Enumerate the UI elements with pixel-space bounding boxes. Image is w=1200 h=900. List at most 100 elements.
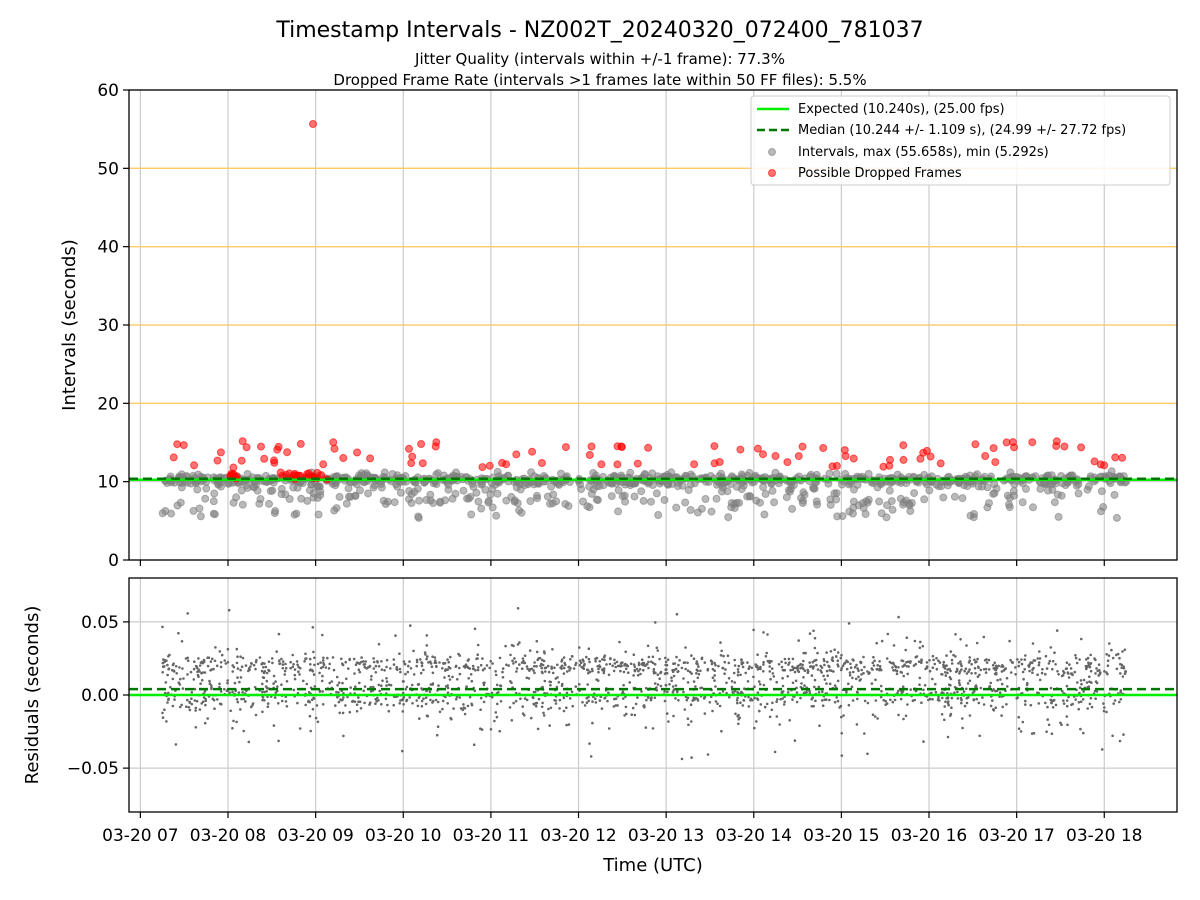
interval-point bbox=[309, 493, 318, 502]
legend-dropped-label: Possible Dropped Frames bbox=[798, 166, 962, 181]
residual-point bbox=[601, 658, 604, 661]
residual-point bbox=[383, 669, 386, 672]
residual-point bbox=[304, 657, 307, 660]
residual-point bbox=[653, 682, 657, 685]
residual-point bbox=[1082, 690, 1085, 693]
residual-point bbox=[280, 657, 283, 661]
dropped-frame-point bbox=[418, 459, 427, 468]
residual-point bbox=[925, 666, 929, 670]
residual-point bbox=[595, 678, 598, 681]
residual-point bbox=[219, 661, 223, 664]
residual-point bbox=[355, 709, 359, 713]
residual-point bbox=[762, 660, 765, 664]
residual-point bbox=[338, 711, 342, 715]
residual-point bbox=[992, 688, 995, 691]
residual-point bbox=[1001, 705, 1004, 709]
intervals-y-tick-label: 0 bbox=[108, 551, 119, 571]
interval-point bbox=[297, 494, 306, 503]
residual-point bbox=[1010, 661, 1014, 664]
residual-point bbox=[1111, 656, 1115, 660]
residual-point bbox=[626, 671, 630, 674]
residual-point bbox=[829, 650, 833, 653]
residual-point bbox=[211, 657, 214, 661]
residual-point bbox=[674, 684, 678, 687]
residual-point bbox=[903, 663, 906, 666]
residual-point bbox=[940, 713, 944, 716]
residual-point bbox=[418, 658, 422, 661]
interval-point bbox=[759, 483, 768, 492]
residual-point bbox=[909, 660, 912, 663]
interval-point bbox=[407, 499, 416, 507]
residual-point bbox=[753, 685, 756, 688]
residual-point bbox=[311, 707, 315, 711]
residual-point bbox=[756, 653, 759, 656]
residual-point bbox=[892, 669, 895, 672]
residual-point bbox=[711, 709, 714, 713]
interval-point bbox=[189, 506, 198, 515]
residual-point bbox=[348, 710, 352, 714]
residual-point bbox=[512, 644, 515, 648]
residual-point bbox=[732, 671, 736, 675]
residual-point bbox=[739, 701, 742, 704]
residual-point bbox=[312, 697, 316, 700]
interval-point bbox=[393, 482, 402, 491]
residual-point bbox=[375, 700, 379, 703]
residual-point bbox=[193, 699, 197, 702]
residual-point bbox=[1053, 651, 1056, 654]
residual-point bbox=[1051, 699, 1054, 703]
residual-point bbox=[614, 665, 617, 669]
residual-point bbox=[682, 677, 685, 680]
residual-point bbox=[490, 691, 494, 695]
interval-point bbox=[1003, 491, 1012, 500]
residual-point bbox=[203, 671, 207, 674]
residual-point bbox=[639, 672, 642, 676]
residual-point bbox=[931, 677, 934, 681]
residual-point bbox=[1106, 659, 1110, 662]
residual-point bbox=[1113, 699, 1117, 702]
interval-point bbox=[770, 498, 779, 507]
residual-point bbox=[741, 704, 745, 707]
residual-point bbox=[476, 643, 480, 647]
residual-point bbox=[446, 691, 450, 694]
residual-point bbox=[1065, 704, 1069, 708]
residual-point bbox=[591, 669, 594, 673]
residual-point bbox=[1074, 656, 1078, 660]
residual-point bbox=[813, 685, 816, 689]
x-tick-label: 03-20 17 bbox=[978, 826, 1054, 846]
residual-point bbox=[659, 671, 662, 675]
intervals-y-tick-label: 50 bbox=[97, 159, 119, 179]
residual-point bbox=[897, 713, 900, 717]
interval-point bbox=[990, 489, 999, 498]
residual-point bbox=[686, 696, 690, 700]
residual-point bbox=[719, 641, 722, 644]
residual-point bbox=[297, 665, 300, 669]
residual-point bbox=[389, 667, 392, 670]
residual-point bbox=[1038, 657, 1042, 660]
residual-point bbox=[239, 655, 242, 658]
interval-point bbox=[193, 485, 202, 494]
residual-point bbox=[508, 706, 512, 709]
residual-point bbox=[223, 659, 226, 662]
residual-point bbox=[1038, 678, 1042, 682]
residual-point bbox=[806, 671, 810, 674]
residual-point bbox=[876, 717, 879, 720]
residual-point bbox=[884, 699, 887, 703]
residual-point bbox=[950, 662, 954, 665]
interval-point bbox=[549, 490, 558, 499]
residual-point bbox=[637, 661, 641, 665]
residual-point bbox=[270, 657, 274, 660]
residual-point bbox=[607, 691, 610, 695]
residual-point bbox=[989, 704, 993, 708]
residual-point bbox=[499, 700, 503, 703]
residual-point bbox=[546, 664, 550, 668]
interval-point bbox=[256, 495, 265, 503]
residual-point bbox=[683, 661, 687, 664]
interval-point bbox=[314, 510, 323, 519]
residual-point bbox=[420, 704, 424, 708]
residual-point bbox=[377, 683, 381, 687]
residual-point bbox=[186, 612, 189, 615]
interval-point bbox=[331, 481, 340, 490]
residual-point bbox=[598, 664, 601, 667]
residuals-y-tick-label: 0.05 bbox=[81, 613, 119, 633]
residual-point bbox=[642, 704, 646, 707]
